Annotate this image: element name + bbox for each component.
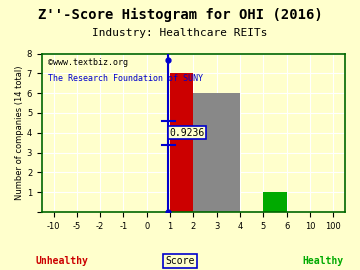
Text: Score: Score [165,256,195,266]
Text: Healthy: Healthy [302,256,343,266]
Text: Z''-Score Histogram for OHI (2016): Z''-Score Histogram for OHI (2016) [38,8,322,22]
Text: Industry: Healthcare REITs: Industry: Healthcare REITs [92,28,268,38]
Text: The Research Foundation of SUNY: The Research Foundation of SUNY [48,74,203,83]
Bar [264,192,287,212]
Bar [193,93,240,212]
Text: Unhealthy: Unhealthy [36,256,89,266]
Text: ©www.textbiz.org: ©www.textbiz.org [48,58,128,67]
Text: 0.9236: 0.9236 [170,128,205,138]
Y-axis label: Number of companies (14 total): Number of companies (14 total) [15,66,24,200]
Bar [170,73,193,212]
